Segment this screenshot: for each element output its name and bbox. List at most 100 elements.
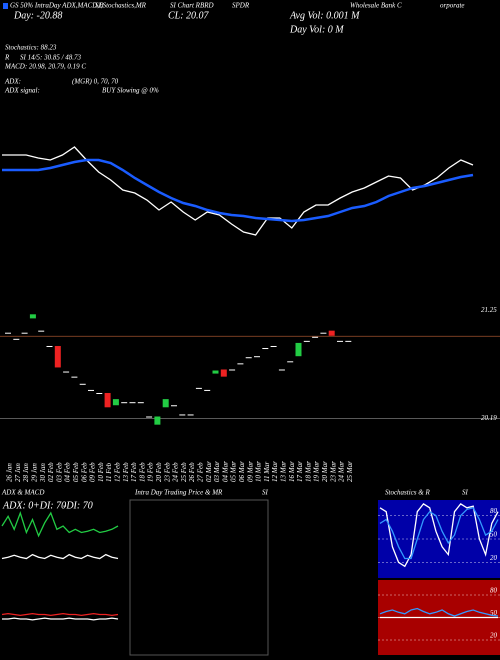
candle — [121, 402, 128, 404]
info: Day: -20.88 — [13, 10, 62, 21]
x-tick-label: 25 Mar — [346, 461, 354, 482]
x-tick-label: 03 Feb — [55, 462, 63, 482]
info: Day Vol: 0 M — [289, 24, 344, 35]
candle — [88, 389, 94, 391]
x-tick-label: 02 Feb — [47, 462, 55, 482]
x-tick-label: 16 Mar — [288, 461, 296, 482]
candle — [13, 338, 20, 340]
panel — [129, 499, 269, 656]
x-tick-label: 19 Feb — [147, 462, 155, 482]
candle — [229, 369, 236, 371]
candle — [5, 332, 11, 334]
x-tick-label: 27 Feb — [197, 462, 205, 482]
panel-title: Stochastics & R — [385, 489, 430, 497]
info: Wholesale Bank C — [350, 2, 402, 10]
y-tick-label: 21.25 — [481, 306, 497, 314]
candle — [278, 369, 285, 371]
panel-title: Intra Day Trading Price & MR — [134, 489, 223, 497]
x-tick-label: 18 Mar — [304, 461, 312, 482]
info: SPDR — [232, 2, 250, 10]
candle — [179, 414, 186, 416]
x-tick-label: 17 Feb — [130, 462, 138, 482]
x-tick-label: 02 Mar — [205, 461, 213, 482]
x-tick-label: 28 Jan — [22, 463, 30, 482]
x-tick-label: 05 Feb — [72, 462, 80, 482]
y-tick-label: 20 — [490, 554, 498, 562]
candle — [154, 416, 161, 425]
y-tick-label: 80 — [490, 587, 498, 595]
candle — [63, 371, 70, 373]
line — [379, 507, 499, 560]
x-tick-label: 12 Feb — [114, 462, 122, 482]
x-tick-label: 23 Feb — [163, 462, 171, 482]
panel-title: SI — [262, 489, 269, 497]
candle — [187, 414, 194, 416]
candle — [287, 361, 294, 363]
x-tick-label: 09 Feb — [89, 462, 97, 482]
candle — [195, 387, 202, 389]
candle — [54, 345, 61, 368]
x-tick-label: 10 Feb — [97, 462, 105, 482]
info: (MGR) 0, 70, 70 — [72, 78, 119, 86]
info: Stochastics: 88.23 — [5, 44, 57, 52]
info: SI,Stochastics,MR — [95, 2, 147, 10]
y-tick-label: 50 — [490, 531, 498, 539]
x-tick-label: 09 Mar — [246, 461, 254, 482]
x-tick-label: 26 Feb — [188, 462, 196, 482]
candle — [328, 330, 335, 336]
y-tick-label: 20 — [490, 632, 498, 640]
candle — [254, 356, 260, 358]
candle — [303, 340, 310, 342]
x-tick-label: 10 Mar — [255, 461, 263, 482]
x-tick-label: 06 Feb — [80, 462, 88, 482]
candle — [112, 399, 119, 406]
panel-label: +DI: 70 — [33, 500, 66, 511]
x-tick-label: 06 Mar — [238, 461, 246, 482]
info: ADX: — [4, 78, 21, 86]
x-tick-label: 03 Mar — [213, 461, 221, 482]
line — [1, 612, 119, 617]
candle — [262, 348, 269, 350]
line — [1, 553, 119, 560]
info: BUY Slowing @ 0% — [102, 87, 159, 95]
x-tick-label: 12 Mar — [271, 461, 279, 482]
line — [2, 158, 474, 223]
candle — [345, 340, 352, 342]
line — [379, 607, 499, 617]
candle — [137, 402, 144, 404]
candle — [162, 399, 169, 408]
info: R — [4, 54, 10, 62]
x-tick-label: 20 Mar — [321, 461, 329, 482]
candle — [38, 330, 45, 332]
panel-title: SI — [462, 489, 469, 497]
candle — [104, 392, 111, 408]
x-tick-label: 13 Feb — [122, 462, 130, 482]
y-tick-label: 50 — [490, 609, 498, 617]
x-tick-label: 27 Jan — [14, 463, 22, 482]
x-tick-label: 20 Feb — [155, 462, 163, 482]
x-tick-label: 29 Jan — [31, 463, 39, 482]
candle — [295, 342, 302, 357]
candle — [320, 332, 327, 334]
candle — [212, 370, 219, 374]
candle — [71, 376, 78, 378]
candle — [220, 369, 227, 377]
x-tick-label: 18 Feb — [138, 462, 146, 482]
icon — [3, 3, 8, 9]
info: SI 14/5: 30.85 / 48.73 — [20, 54, 82, 62]
line — [1, 510, 119, 538]
candle — [171, 405, 177, 407]
candle — [96, 392, 103, 394]
info: CL: 20.07 — [168, 10, 210, 21]
x-tick-label: 04 Feb — [64, 462, 72, 482]
line — [379, 503, 499, 568]
candle — [245, 357, 252, 359]
y-tick-label: 20.19 — [481, 414, 497, 422]
line — [2, 146, 474, 236]
x-tick-label: 11 Mar — [263, 461, 271, 482]
x-tick-label: 24 Feb — [172, 462, 180, 482]
info: SI Chart RBRD — [170, 2, 214, 10]
info: orporate — [440, 2, 465, 10]
panel-label: ADX: 0 — [2, 500, 33, 511]
